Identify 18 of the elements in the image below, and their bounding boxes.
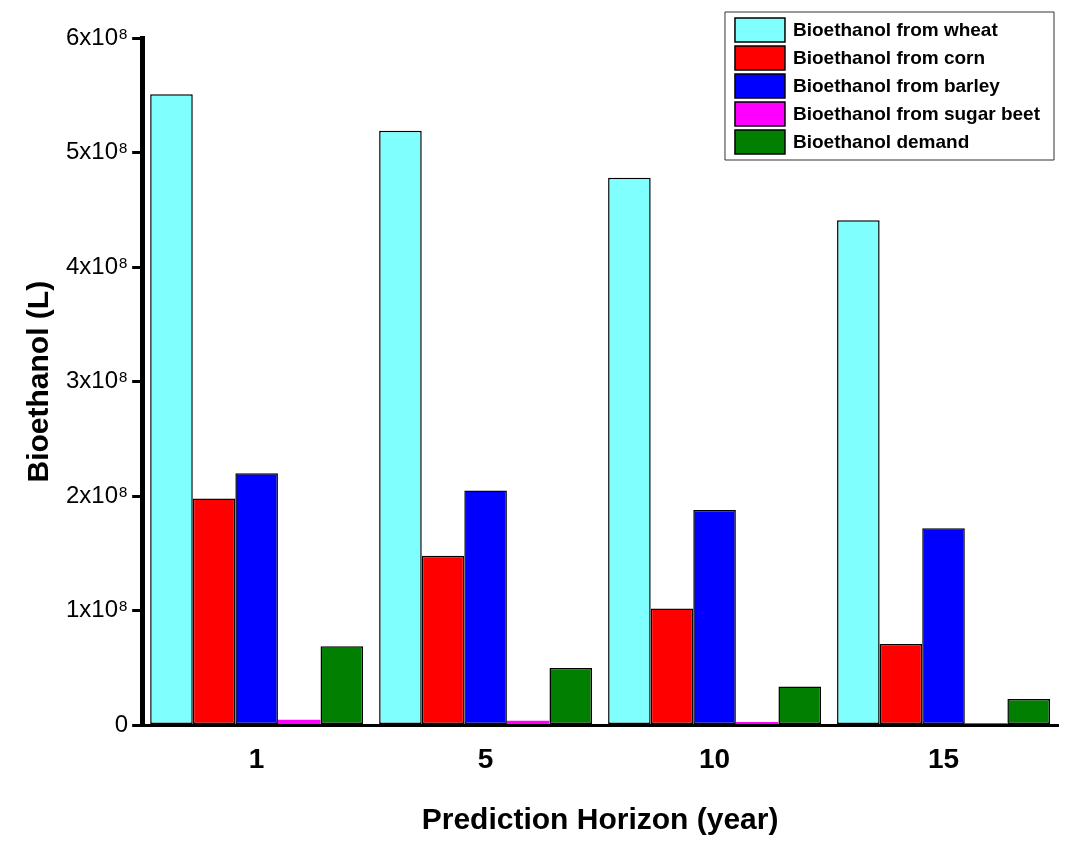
y-tick-label: 5x10⁸ <box>66 137 129 165</box>
x-tick-label: 15 <box>927 742 960 774</box>
legend-label: Bioethanol from wheat <box>792 19 999 41</box>
legend-label: Bioethanol from sugar beet <box>792 103 1041 125</box>
x-tick-label: 1 <box>248 742 265 774</box>
x-axis-title: Prediction Horizon (year) <box>421 802 779 836</box>
x-tick-label: 10 <box>698 742 731 774</box>
y-tick-label: 0 <box>114 710 129 738</box>
y-tick-label: 4x10⁸ <box>66 251 129 279</box>
y-tick-label: 1x10⁸ <box>66 595 129 623</box>
y-tick-label: 3x10⁸ <box>66 366 129 394</box>
legend-label: Bioethanol demand <box>792 131 970 153</box>
legend-label: Bioethanol from corn <box>792 47 986 69</box>
y-axis-title: Bioethanol (L) <box>21 280 55 483</box>
y-tick-label: 2x10⁸ <box>66 480 129 508</box>
y-tick-label: 6x10⁸ <box>66 22 129 50</box>
legend-label: Bioethanol from barley <box>792 75 1001 97</box>
x-tick-label: 5 <box>477 742 494 774</box>
